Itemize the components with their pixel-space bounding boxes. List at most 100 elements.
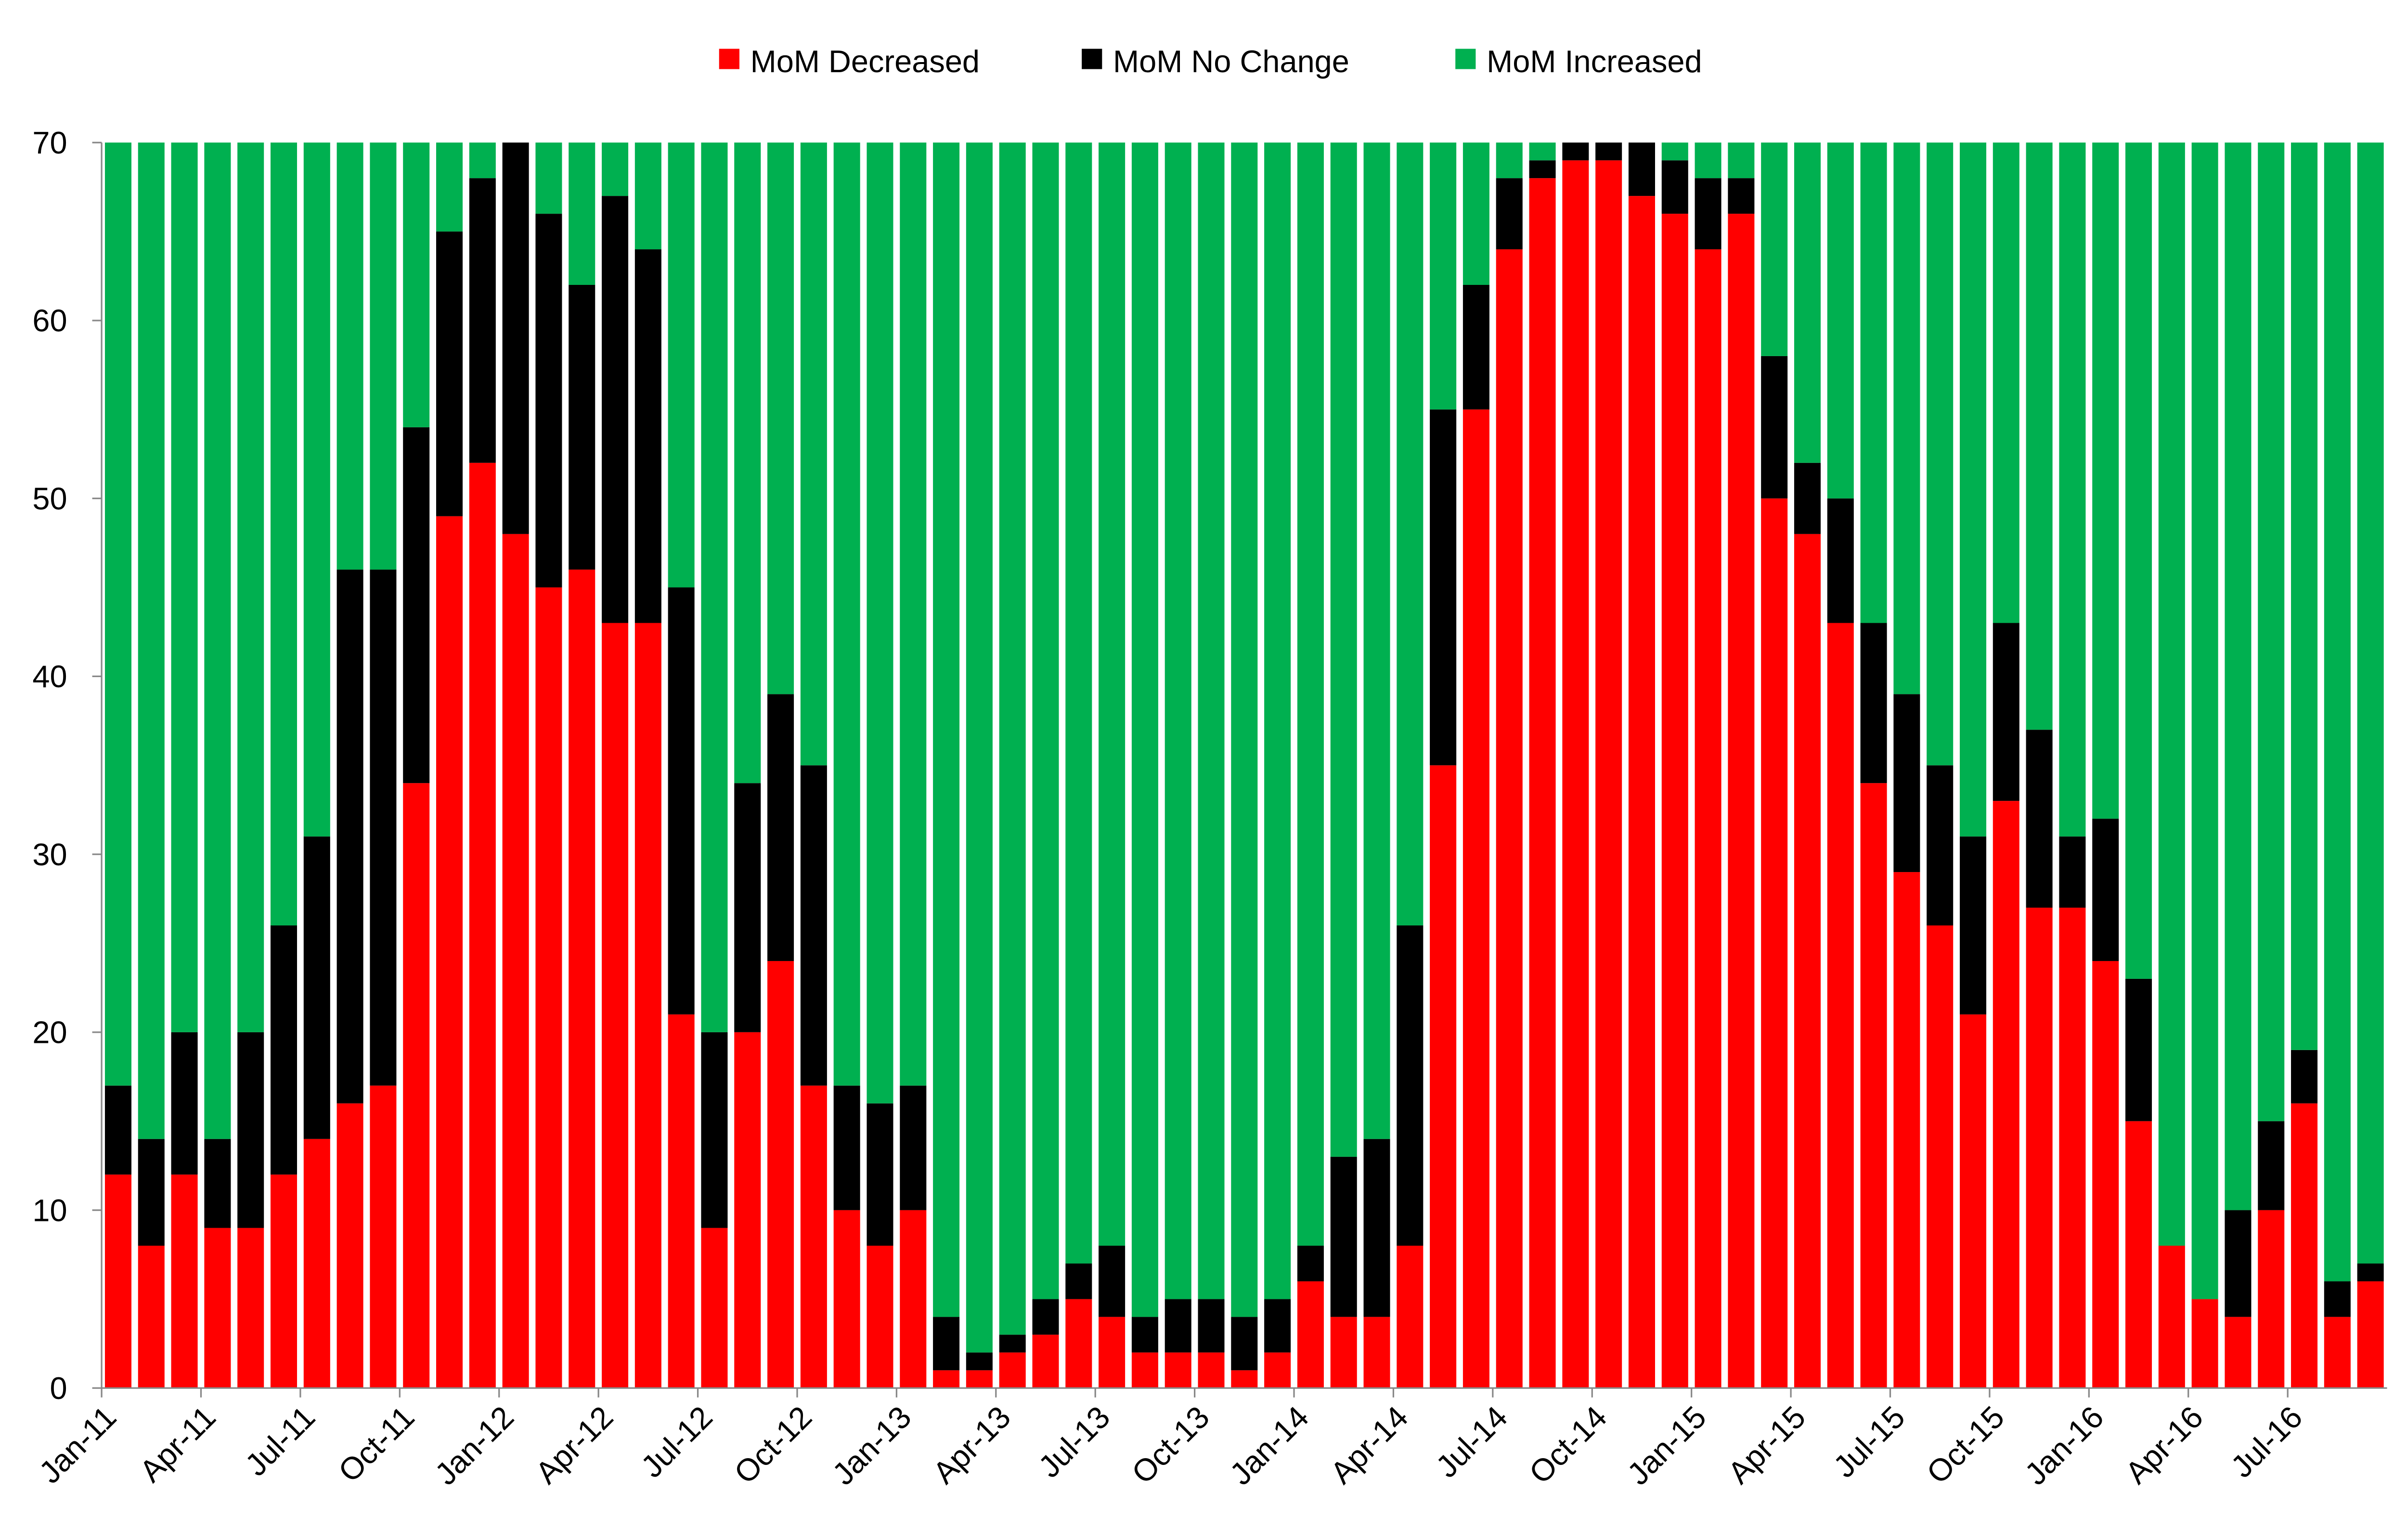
bar-segment [1430, 409, 1457, 766]
bar-segment [336, 142, 363, 570]
bar-segment [569, 569, 595, 1388]
bar-segment [1827, 623, 1854, 1388]
bar-segment [1993, 623, 2019, 801]
bar-segment [602, 196, 629, 623]
legend-swatch [719, 49, 739, 69]
bar-segment [403, 427, 430, 783]
bar-segment [1231, 142, 1258, 1317]
bar-segment [1363, 1139, 1390, 1317]
bar-segment [1661, 142, 1688, 161]
bar-segment [336, 1103, 363, 1388]
bar-segment [1761, 142, 1788, 356]
bar-segment [1099, 142, 1126, 1246]
bar-segment [1529, 178, 1556, 1388]
bar-segment [1065, 1299, 1092, 1388]
bar-segment [1363, 142, 1390, 1139]
bar-segment [1330, 1156, 1357, 1317]
bar-segment [1661, 214, 1688, 1388]
bar-segment [370, 569, 397, 1086]
bar-segment [1397, 925, 1423, 1246]
bar-segment [237, 1032, 264, 1228]
bar-segment [270, 925, 298, 1175]
legend-label: MoM Decreased [751, 44, 980, 79]
bar-segment [1397, 142, 1423, 926]
x-tick-label: Oct-14 [1522, 1399, 1613, 1490]
bar-segment [634, 249, 661, 623]
bar-segment [734, 1032, 761, 1388]
bar-segment [1032, 1299, 1059, 1335]
legend-label: MoM No Change [1113, 44, 1349, 79]
bar-segment [833, 1210, 860, 1388]
x-tick-label: Oct-12 [727, 1399, 818, 1490]
bar-segment [2026, 142, 2053, 730]
bar-segment [668, 142, 695, 588]
bar-segment [1562, 142, 1589, 161]
bar-segment [2357, 142, 2384, 1264]
bar-segment [1231, 1370, 1258, 1388]
bar-segment [1628, 142, 1655, 196]
x-tick-label: Apr-11 [133, 1399, 222, 1489]
x-tick-label: Oct-15 [1920, 1399, 2011, 1490]
bar-segment [1330, 142, 1357, 1157]
bar-segment [303, 1139, 330, 1388]
bar-segment [2291, 1050, 2318, 1104]
bar-segment [999, 1352, 1026, 1388]
bar-segment [1728, 214, 1755, 1388]
bar-segment [2324, 142, 2351, 1282]
bar-segment [966, 142, 993, 1353]
bar-segment [2125, 142, 2152, 979]
bar-segment [867, 1103, 893, 1246]
x-tick-label: Jan-11 [32, 1399, 123, 1490]
bar-segment [436, 231, 463, 516]
bar-segment [303, 836, 330, 1139]
bar-segment [1131, 142, 1158, 1317]
bar-segment [668, 587, 695, 1014]
bar-segment [2225, 1210, 2252, 1317]
x-tick-label: Jul-16 [2224, 1399, 2309, 1485]
bar-segment [2225, 1317, 2252, 1388]
bar-segment [734, 783, 761, 1032]
bar-segment [900, 1210, 927, 1388]
bar-segment [701, 142, 728, 1032]
bar-segment [734, 142, 761, 783]
legend-label: MoM Increased [1487, 44, 1702, 79]
bar-segment [1860, 783, 1887, 1388]
bar-segment [104, 1174, 131, 1388]
bar-segment [1695, 249, 1721, 1388]
bar-segment [1430, 765, 1457, 1388]
bar-segment [1959, 142, 1987, 837]
bar-segment [1529, 160, 1556, 179]
bar-segment [1761, 356, 1788, 499]
bar-segment [502, 534, 529, 1388]
bar-segment [1462, 409, 1489, 1388]
bar-segment [436, 516, 463, 1388]
x-tick-label: Jan-15 [1620, 1399, 1713, 1492]
bar-segment [469, 142, 496, 179]
bar-segment [966, 1352, 993, 1371]
bar-segment [701, 1032, 728, 1228]
bar-segment [270, 1174, 298, 1388]
y-tick-label: 70 [32, 125, 67, 160]
bar-segment [800, 1085, 827, 1388]
bar-segment [1198, 1299, 1225, 1353]
bar-segment [767, 961, 794, 1388]
bar-segment [933, 1317, 960, 1371]
bar-segment [1198, 142, 1225, 1299]
bar-segment [1728, 142, 1755, 179]
bar-segment [1496, 178, 1523, 250]
bar-segment [2059, 836, 2086, 908]
bar-segment [2092, 142, 2119, 819]
bar-segment [2258, 1210, 2285, 1388]
bar-segment [1330, 1317, 1357, 1388]
bar-segment [171, 1032, 198, 1175]
bar-segment [370, 1085, 397, 1388]
bar-segment [270, 142, 298, 926]
bar-segment [1462, 285, 1489, 410]
bar-segment [1695, 142, 1721, 179]
bar-segment [204, 1228, 231, 1388]
bar-segment [1927, 925, 1954, 1388]
x-tick-label: Apr-13 [926, 1399, 1017, 1490]
bar-segment [1959, 836, 1987, 1014]
legend-swatch [1455, 49, 1476, 69]
